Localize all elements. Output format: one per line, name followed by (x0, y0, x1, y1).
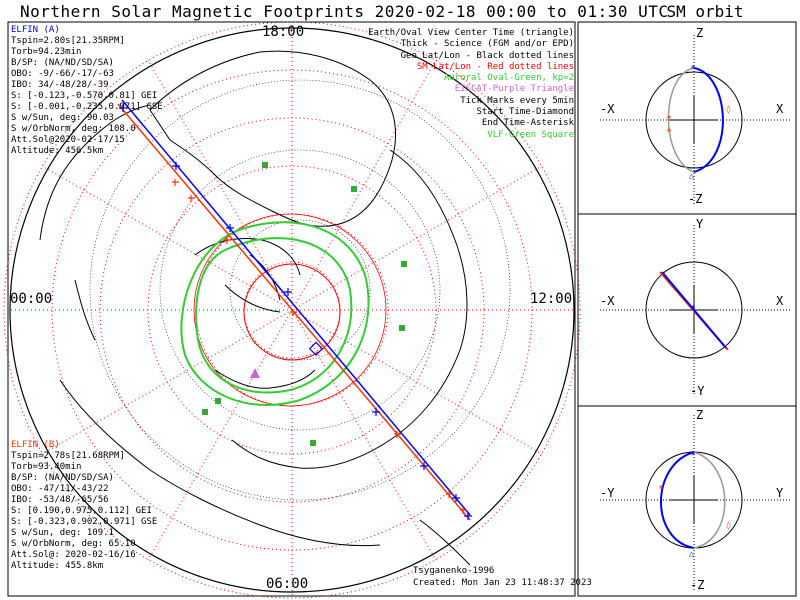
p2-bottom-label: -Y (690, 384, 705, 398)
clock-label-left: 00:00 (10, 291, 53, 307)
svg-text:*: * (690, 304, 696, 315)
p3-right-label: Y (776, 486, 784, 500)
elfin-b-line: IBO: -53/48/-65/56 (11, 495, 109, 505)
elfin-a-ticks (119, 104, 472, 520)
eiscat-triangle (250, 368, 260, 378)
legend-item: Thick - Science (FGM and/or EPD) (400, 39, 574, 50)
elfin-a-line: Tspin=2.80s[21.35RPM] (11, 36, 125, 46)
elfin-a-line: B/SP: (NA/ND/SD/SA) (11, 58, 114, 68)
elfin-b-line: Att.Sol@: 2020-02-16/16 (11, 550, 136, 560)
p1-bottom-label: -Z (688, 192, 703, 206)
svg-text:*: * (666, 114, 672, 125)
p3-bottom-label: -Z (690, 578, 705, 592)
legend-item: Earth/Oval View Center Time (triangle) (368, 28, 574, 38)
elfin-a-track (121, 99, 471, 516)
elfin-a-line: S w/OrbNorm, deg: 108.0 (11, 124, 136, 134)
elfin-b-line: S w/OrbNorm, deg: 65.10 (11, 539, 136, 549)
p3-left-label: -Y (600, 486, 615, 500)
elfin-b-line: S: [0.190,0.975,0.112] GEI (11, 506, 152, 516)
legend-item: End Time-Asterisk (481, 118, 574, 129)
sm-orbit-title: SM orbit (666, 2, 744, 21)
elfin-a-line: S: [-0.123,-0.570,0.81] GEI (11, 91, 158, 101)
p1-right-label: X (776, 102, 784, 116)
p3-top-label: Z (696, 408, 704, 422)
p2-right-label: X (776, 294, 784, 308)
sm-mid-circle (193, 213, 387, 407)
elfin-a-line: Att.Sol@2020-02-17/15 (11, 135, 125, 145)
polar-map (3, 21, 581, 599)
sm-lon-rays (8, 22, 575, 596)
clock-label-bottom: 06:00 (266, 576, 309, 592)
legend-item: VLF-Green Square (487, 129, 574, 140)
legend-item: SM Lat/Lon - Red dotted lines (416, 61, 574, 72)
elfin-a-title: ELFIN (A) (11, 25, 60, 35)
elfin-b-info: ELFIN (B) Tspin=2.78s[21.68RPM] Torb=93.… (11, 440, 157, 572)
svg-text:◊: ◊ (726, 521, 731, 530)
svg-text:△: △ (689, 171, 694, 180)
page-title: Northern Solar Magnetic Footprints 2020-… (20, 2, 669, 21)
p2-top-label: Y (696, 217, 704, 231)
sm-orbit-panel-xz: * * * ◊ △ (600, 35, 790, 205)
svg-text:*: * (690, 64, 696, 75)
legend-item: EISCAT-Purple Triangle (454, 84, 574, 95)
elfin-a-line: S w/Sun, deg: 90.03 (11, 113, 114, 123)
elfin-b-line: B/SP: (NA/ND/SD/SA) (11, 473, 114, 483)
sm-orbit-panel-xy: * (600, 225, 790, 395)
clock-label-right: 12:00 (530, 291, 573, 307)
credit-text: Tsyganenko-1996 (413, 566, 495, 576)
elfin-a-line: OBO: -9/-66/-17/-63 (11, 69, 114, 79)
elfin-b-line: Torb=93.40min (11, 462, 82, 472)
legend-item: Geo Lat/Lon - Black dotted lines (400, 50, 574, 61)
legend-item: Start Time-Diamond (476, 107, 574, 118)
elfin-a-info: ELFIN (A) Tspin=2.80s[21.35RPM] Torb=94.… (11, 25, 163, 157)
auroral-oval (180, 221, 370, 406)
svg-text:*: * (666, 127, 672, 138)
svg-text:*: * (690, 450, 696, 461)
created-text: Created: Mon Jan 23 11:48:37 2023 (413, 578, 592, 588)
elfin-a-line: Altitude: 456.5km (11, 146, 104, 156)
legend-item: Tick Marks every 5min (460, 95, 574, 106)
elfin-b-title: ELFIN (B) (11, 440, 60, 450)
vlf-squares (202, 162, 407, 446)
elfin-a-line: Torb=94.23min (11, 47, 82, 57)
elfin-b-line: Altitude: 455.8km (11, 561, 104, 571)
orbit-frame (577, 21, 797, 597)
elfin-b-line: Tspin=2.78s[21.68RPM] (11, 451, 125, 461)
elfin-a-line: S: [-0.001,-0.235,0.971] GSE (11, 102, 163, 112)
p1-top-label: Z (696, 26, 704, 40)
legend: Earth/Oval View Center Time (triangle) T… (368, 28, 574, 141)
elfin-a-line: IBO: 34/-48/28/-39 (11, 80, 109, 90)
svg-text:◊: ◊ (726, 105, 731, 114)
elfin-b-line: OBO: -47/11/-43/22 (11, 484, 109, 494)
sm-inner-circle (243, 263, 341, 361)
elfin-b-line: S: [-0.323,0.902,0.971] GSE (11, 517, 158, 527)
p1-left-label: -X (600, 102, 615, 116)
svg-text:*: * (658, 484, 664, 495)
geo-grid (89, 79, 511, 501)
elfin-b-line: S w/Sun, deg: 109.1 (11, 528, 114, 538)
elfin-b-ticks (172, 179, 467, 514)
clock-label-top: 18:00 (262, 24, 305, 40)
p2-left-label: -X (600, 294, 615, 308)
sm-orbit-panel-yz: * ◊ △ * (600, 415, 790, 590)
svg-text:△: △ (689, 549, 694, 558)
legend-item: Auroral Oval-Green, kp=2 (443, 73, 574, 84)
earth-outline (9, 27, 575, 593)
